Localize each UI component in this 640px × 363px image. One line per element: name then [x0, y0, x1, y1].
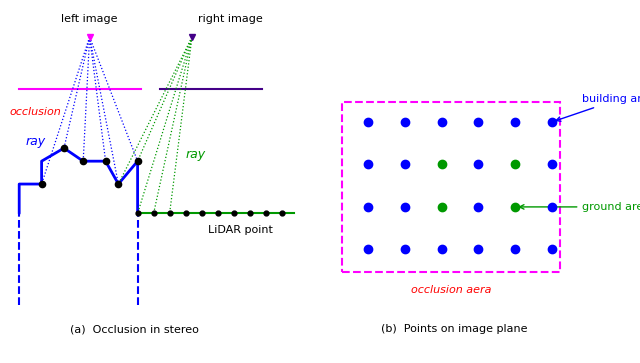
Text: right image: right image	[198, 14, 263, 24]
Text: left image: left image	[61, 14, 118, 24]
Text: occlusion aera: occlusion aera	[411, 285, 492, 295]
Text: ground area: ground area	[520, 202, 640, 212]
Text: building area: building area	[556, 94, 640, 121]
Text: (a)  Occlusion in stereo: (a) Occlusion in stereo	[70, 324, 199, 334]
Text: LiDAR point: LiDAR point	[208, 225, 273, 235]
Text: occlusion: occlusion	[10, 107, 61, 117]
Text: (b)  Points on image plane: (b) Points on image plane	[381, 324, 527, 334]
Text: ray: ray	[186, 148, 205, 161]
Bar	[342, 102, 560, 272]
Text: ray: ray	[26, 135, 45, 148]
